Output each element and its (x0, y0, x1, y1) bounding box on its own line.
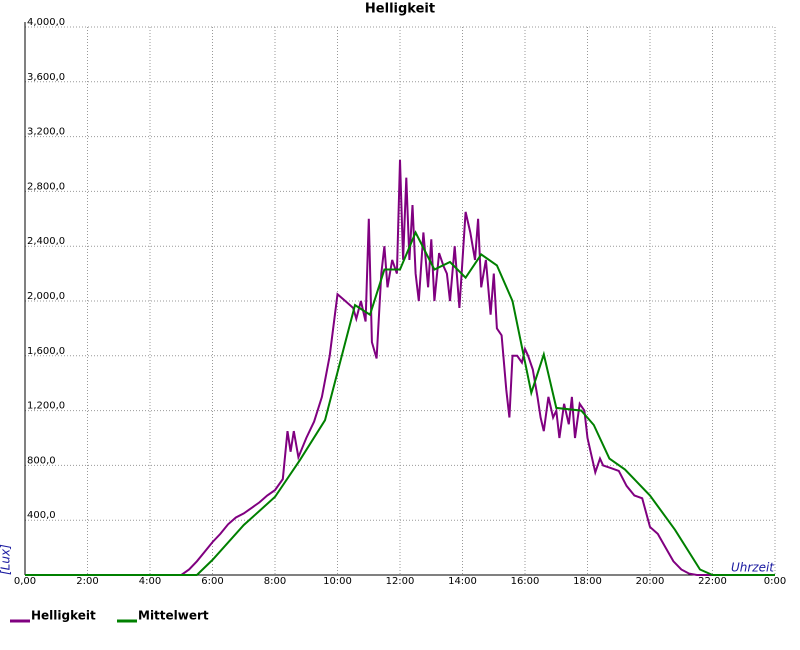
x-tick-label: 22:00 (698, 576, 727, 587)
legend-label: Mittelwert (138, 609, 209, 623)
x-tick-label: 0,00 (14, 576, 36, 587)
y-tick-label: 3,200,0 (27, 127, 65, 138)
data-line (25, 159, 775, 576)
x-tick-label: 12:00 (386, 576, 415, 587)
y-tick-label: 2,800,0 (27, 181, 65, 192)
x-axis-label: Uhrzeit (731, 561, 775, 575)
data-line (25, 230, 775, 576)
y-tick-label: 3,600,0 (27, 72, 65, 83)
y-tick-label: 800,0 (27, 455, 56, 466)
x-tick-label: 20:00 (636, 576, 665, 587)
x-tick-label: 4:00 (139, 576, 161, 587)
x-tick-label: 0:00 (764, 576, 786, 587)
x-tick-label: 10:00 (323, 576, 352, 587)
legend-label: Helligkeit (31, 609, 96, 623)
x-tick-label: 2:00 (76, 576, 98, 587)
y-axis-label: [Lux] (0, 544, 13, 575)
y-tick-label: 4,000,0 (27, 17, 65, 28)
x-tick-label: 14:00 (448, 576, 477, 587)
y-tick-label: 1,200,0 (27, 401, 65, 412)
x-tick-label: 16:00 (511, 576, 540, 587)
y-tick-label: 2,000,0 (27, 291, 65, 302)
y-tick-label: 400,0 (27, 510, 56, 521)
y-tick-label: 2,400,0 (27, 236, 65, 247)
x-tick-label: 8:00 (264, 576, 286, 587)
chart-title: Helligkeit (365, 2, 435, 17)
x-tick-label: 6:00 (201, 576, 223, 587)
y-tick-label: 1,600,0 (27, 346, 65, 357)
x-tick-label: 18:00 (573, 576, 602, 587)
